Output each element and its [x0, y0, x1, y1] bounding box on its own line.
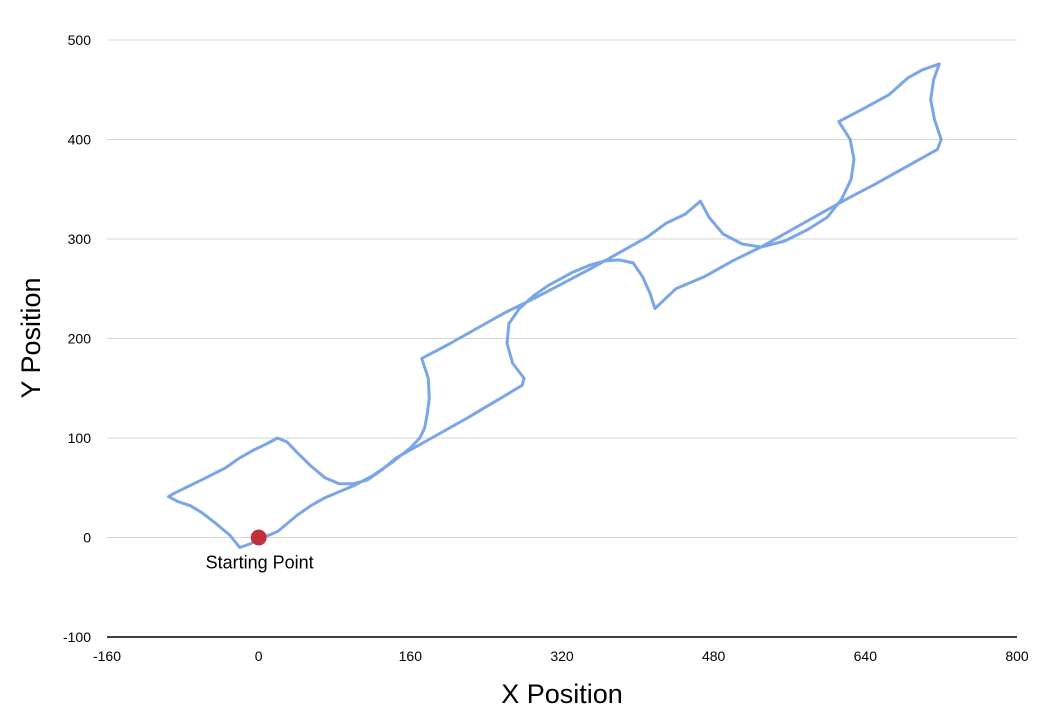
y-tick-label: -100: [63, 629, 91, 645]
x-axis-title: X Position: [501, 679, 623, 709]
y-axis-title: Y Position: [16, 277, 46, 398]
y-tick-label: 500: [68, 32, 92, 48]
y-tick-label: 100: [68, 430, 92, 446]
x-tick-label: 320: [550, 648, 574, 664]
series-line: [167, 62, 943, 549]
y-tick-label: 400: [68, 132, 92, 148]
tick-labels: -100 0 100 200 300 400 500 -160 0 160 320 480 640 800: [63, 32, 1029, 664]
x-tick-label: -160: [93, 648, 121, 664]
starting-point-marker: [250, 529, 267, 546]
x-tick-label: 640: [854, 648, 878, 664]
x-tick-label: 800: [1005, 648, 1029, 664]
x-tick-label: 0: [255, 648, 263, 664]
y-tick-label: 200: [68, 331, 92, 347]
starting-point-label: Starting Point: [206, 553, 314, 573]
y-tick-label: 0: [83, 530, 91, 546]
x-tick-label: 480: [702, 648, 726, 664]
x-tick-label: 160: [399, 648, 423, 664]
y-tick-label: 300: [68, 231, 92, 247]
